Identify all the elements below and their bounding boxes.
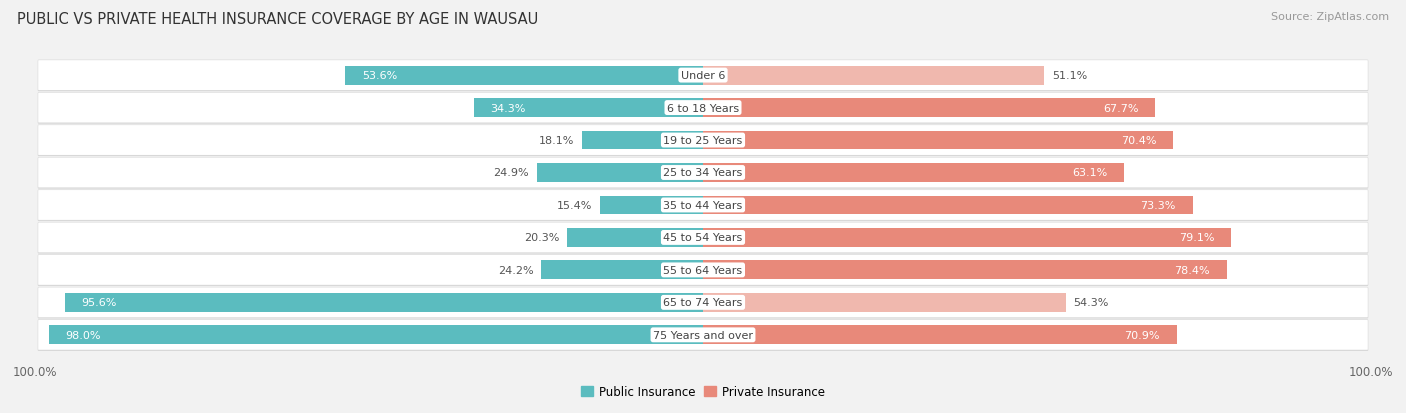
Bar (703, 66, 1045, 85)
Bar (474, 99, 703, 118)
Bar (600, 196, 703, 215)
Text: 18.1%: 18.1% (538, 136, 574, 146)
Bar (703, 196, 1192, 215)
Bar (703, 228, 1232, 247)
Bar (703, 261, 1226, 280)
Bar (703, 293, 1066, 312)
Text: 35 to 44 Years: 35 to 44 Years (664, 200, 742, 211)
Text: 98.0%: 98.0% (65, 330, 101, 340)
Text: 34.3%: 34.3% (491, 103, 526, 113)
Text: 51.1%: 51.1% (1052, 71, 1087, 81)
Text: 70.4%: 70.4% (1121, 136, 1157, 146)
FancyBboxPatch shape (38, 61, 1368, 91)
FancyBboxPatch shape (38, 223, 1368, 253)
Text: PUBLIC VS PRIVATE HEALTH INSURANCE COVERAGE BY AGE IN WAUSAU: PUBLIC VS PRIVATE HEALTH INSURANCE COVER… (17, 12, 538, 27)
Bar (568, 228, 703, 247)
Text: 19 to 25 Years: 19 to 25 Years (664, 136, 742, 146)
Text: 65 to 74 Years: 65 to 74 Years (664, 298, 742, 308)
Text: 63.1%: 63.1% (1073, 168, 1108, 178)
Bar (703, 131, 1173, 150)
Text: 15.4%: 15.4% (557, 200, 592, 211)
Text: 78.4%: 78.4% (1174, 265, 1211, 275)
Text: 79.1%: 79.1% (1180, 233, 1215, 243)
FancyBboxPatch shape (38, 223, 1368, 254)
FancyBboxPatch shape (38, 288, 1368, 318)
FancyBboxPatch shape (38, 93, 1368, 123)
Bar (703, 164, 1125, 183)
Bar (703, 99, 1156, 118)
FancyBboxPatch shape (38, 255, 1368, 285)
Text: 45 to 54 Years: 45 to 54 Years (664, 233, 742, 243)
FancyBboxPatch shape (38, 320, 1368, 350)
Text: 25 to 34 Years: 25 to 34 Years (664, 168, 742, 178)
Text: 55 to 64 Years: 55 to 64 Years (664, 265, 742, 275)
Text: 53.6%: 53.6% (361, 71, 396, 81)
FancyBboxPatch shape (38, 126, 1368, 156)
Bar (582, 131, 703, 150)
FancyBboxPatch shape (38, 190, 1368, 221)
Text: 54.3%: 54.3% (1074, 298, 1109, 308)
Text: 67.7%: 67.7% (1102, 103, 1139, 113)
Bar (541, 261, 703, 280)
Text: 70.9%: 70.9% (1125, 330, 1160, 340)
Text: 24.9%: 24.9% (494, 168, 529, 178)
Text: 73.3%: 73.3% (1140, 200, 1175, 211)
Text: 95.6%: 95.6% (82, 298, 117, 308)
FancyBboxPatch shape (38, 255, 1368, 286)
Bar (65, 293, 703, 312)
FancyBboxPatch shape (38, 61, 1368, 91)
Bar (344, 66, 703, 85)
FancyBboxPatch shape (38, 320, 1368, 351)
Text: 6 to 18 Years: 6 to 18 Years (666, 103, 740, 113)
Legend: Public Insurance, Private Insurance: Public Insurance, Private Insurance (576, 380, 830, 403)
FancyBboxPatch shape (38, 158, 1368, 188)
Text: Under 6: Under 6 (681, 71, 725, 81)
FancyBboxPatch shape (38, 158, 1368, 189)
Text: 75 Years and over: 75 Years and over (652, 330, 754, 340)
FancyBboxPatch shape (38, 190, 1368, 221)
Bar (537, 164, 703, 183)
FancyBboxPatch shape (38, 126, 1368, 156)
Bar (703, 325, 1177, 344)
Text: 20.3%: 20.3% (524, 233, 560, 243)
Text: Source: ZipAtlas.com: Source: ZipAtlas.com (1271, 12, 1389, 22)
Bar (48, 325, 703, 344)
FancyBboxPatch shape (38, 288, 1368, 318)
Text: 24.2%: 24.2% (498, 265, 533, 275)
FancyBboxPatch shape (38, 93, 1368, 124)
